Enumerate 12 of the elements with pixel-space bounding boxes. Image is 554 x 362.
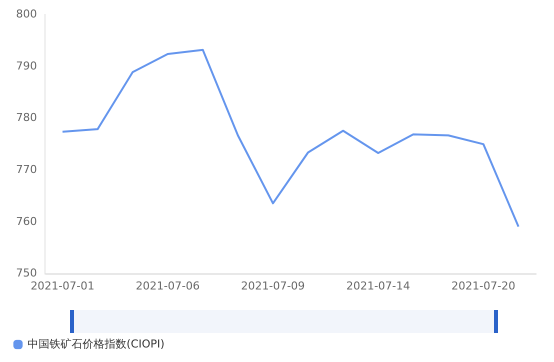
x-tick-label: 2021-07-20 bbox=[451, 279, 516, 292]
x-tick-label: 2021-07-14 bbox=[346, 279, 410, 292]
y-tick-label: 770 bbox=[16, 162, 37, 176]
x-tick-label: 2021-07-06 bbox=[136, 279, 200, 292]
x-tick-label: 2021-07-09 bbox=[240, 279, 305, 292]
y-tick-label: 760 bbox=[16, 214, 37, 228]
x-tick-label: 2021-07-01 bbox=[30, 279, 94, 292]
y-tick-label: 750 bbox=[16, 266, 37, 280]
y-tick-label: 780 bbox=[16, 111, 37, 124]
legend-label: 中国铁矿石价格指数(CIOPI) bbox=[28, 337, 165, 350]
y-tick-label: 800 bbox=[16, 7, 37, 20]
y-tick-label: 790 bbox=[16, 59, 37, 72]
